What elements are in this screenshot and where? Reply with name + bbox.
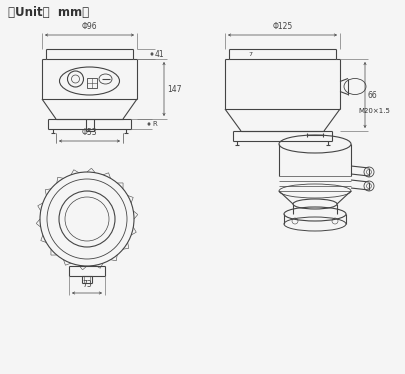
Text: Φ125: Φ125: [273, 22, 293, 31]
Text: Φ96: Φ96: [82, 22, 97, 31]
Text: 147: 147: [167, 85, 181, 94]
Text: 66: 66: [368, 91, 378, 99]
Text: 73: 73: [82, 280, 92, 289]
Text: M20×1.5: M20×1.5: [358, 107, 390, 113]
Text: 7: 7: [248, 52, 252, 56]
Text: Φ53: Φ53: [82, 128, 97, 137]
Text: 41: 41: [155, 49, 164, 58]
Bar: [87, 78, 96, 88]
Text: R: R: [152, 121, 157, 127]
Text: （Unit：  mm）: （Unit： mm）: [8, 6, 89, 19]
